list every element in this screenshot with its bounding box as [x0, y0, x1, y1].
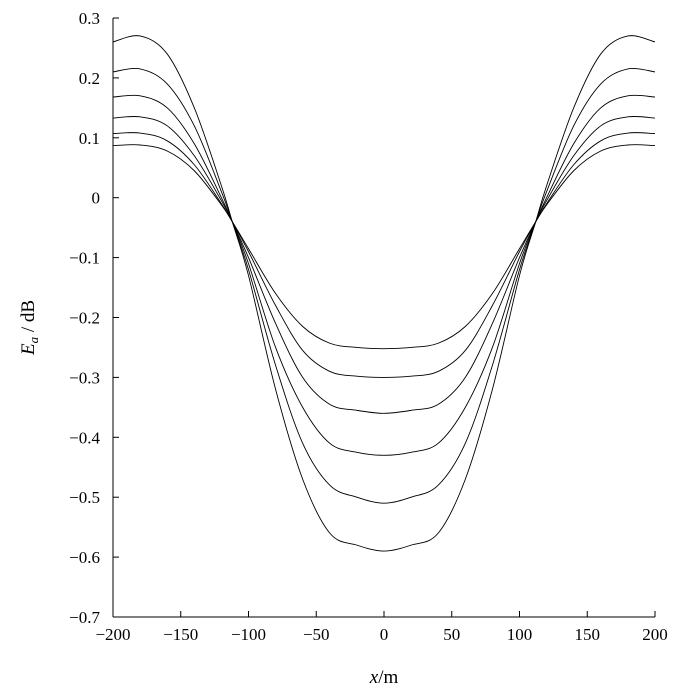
y-tick-label: −0.2	[69, 309, 100, 328]
y-axis-label: Ea / dB	[18, 300, 41, 356]
x-tick-label: 150	[575, 625, 601, 644]
x-tick-label: −150	[163, 625, 198, 644]
y-tick-label: 0	[92, 189, 101, 208]
y-tick-label: 0.1	[79, 129, 100, 148]
x-tick-label: −50	[303, 625, 330, 644]
x-tick-label: −200	[95, 625, 130, 644]
y-axis-label-unit: / dB	[18, 300, 39, 337]
y-axis-label-subscript: a	[26, 336, 41, 343]
series-group	[112, 35, 656, 552]
x-axis-label: x/m	[369, 667, 399, 688]
y-tick-label: −0.7	[69, 608, 100, 627]
x-tick-label: −100	[231, 625, 266, 644]
series-line-3	[112, 94, 656, 456]
x-tick-label: 0	[380, 625, 389, 644]
y-axis-label-symbol: E	[18, 343, 39, 356]
y-tick-label: −0.5	[69, 488, 100, 507]
series-line-1	[112, 35, 656, 552]
y-tick-label: −0.3	[69, 368, 100, 387]
y-tick-label: 0.2	[79, 69, 100, 88]
x-tick-label: 200	[642, 625, 668, 644]
y-tick-label: −0.1	[69, 249, 100, 268]
y-tick-label: 0.3	[79, 9, 100, 28]
y-tick-label: −0.6	[69, 548, 100, 567]
series-line-5	[112, 132, 656, 378]
series-line-2	[112, 68, 656, 504]
x-axis-ticks: −200 −150 −100 −50 0 50 100 150 200	[95, 611, 668, 644]
y-tick-label: −0.4	[69, 428, 100, 447]
series-line-4	[112, 115, 656, 414]
y-axis-ticks: 0.3 0.2 0.1 0 −0.1 −0.2 −0.3 −0.4 −0.5 −0.6 −0.7	[69, 9, 119, 627]
x-tick-label: 100	[507, 625, 533, 644]
series-line-6	[112, 144, 656, 350]
x-axis-label-unit: /m	[378, 667, 398, 688]
x-axis-label-symbol: x	[369, 667, 379, 688]
x-tick-label: 50	[443, 625, 460, 644]
